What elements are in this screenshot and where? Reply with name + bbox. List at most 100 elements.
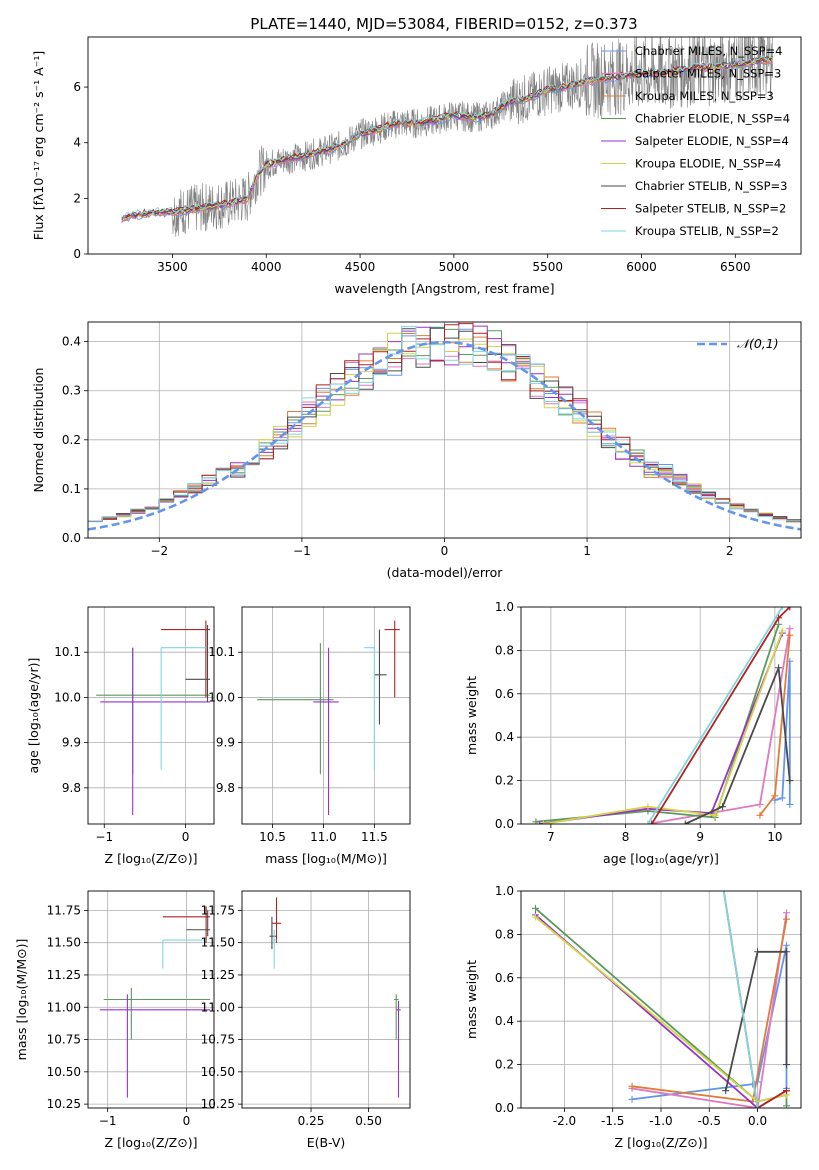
y-tick-label: 10.0 — [54, 690, 81, 704]
x-tick-label: 0.50 — [355, 1114, 382, 1128]
y-tick-label: 0 — [73, 247, 81, 261]
y-tick-label: 0.0 — [495, 817, 514, 831]
legend-entry: Kroupa ELODIE, N_SSP=4 — [635, 157, 781, 171]
mass-weight-point — [648, 820, 656, 824]
y-tick-label: 0.2 — [62, 433, 81, 447]
axes-frame — [241, 890, 411, 1109]
y-tick-label: 11.00 — [201, 1000, 235, 1014]
x-axis-label: Z [log₁₀(Z/Z⊙)] — [615, 1135, 708, 1150]
legend-entry: Kroupa STELIB, N_SSP=2 — [635, 224, 779, 238]
y-tick-label: 10.75 — [47, 1033, 81, 1047]
y-tick-label: 10.0 — [208, 690, 235, 704]
x-axis-label: age [log₁₀(age/yr)] — [603, 851, 719, 866]
x-tick-label: −2 — [150, 544, 168, 558]
panel-spectrum: 3500 4000 4500 5000 5500 6000 6500 0 2 4 6 waveleng… — [31, 36, 802, 296]
mass-weight-point — [771, 792, 779, 800]
x-tick-label: -0.5 — [698, 1114, 721, 1128]
panel-mass_vs_EBV: 0.25 0.50 10.25 10.50 10.75 11.00 11.25 11.50 11… — [201, 890, 411, 1150]
mass-weight-point — [531, 913, 539, 921]
figure-title: PLATE=1440, MJD=53084, FIBERID=0152, z=0… — [250, 15, 637, 33]
y-axis-label: Normed distribution — [31, 368, 46, 493]
x-tick-label: 7 — [547, 830, 555, 844]
y-tick-label: 10.1 — [208, 645, 235, 659]
y-tick-label: 0.8 — [495, 927, 514, 941]
mass-weight-point — [786, 800, 794, 808]
y-tick-label: 0.6 — [495, 687, 514, 701]
mass-weight-point — [720, 891, 728, 895]
x-axis-label: wavelength [Angstrom, rest frame] — [334, 281, 554, 296]
axes-frame — [87, 606, 215, 825]
y-tick-label: 11.25 — [201, 968, 235, 982]
mass-weight-point — [628, 1095, 636, 1103]
mass-weight-series — [684, 667, 791, 824]
y-tick-label: 4 — [73, 136, 81, 150]
y-tick-label: 11.75 — [201, 903, 235, 917]
y-tick-label: 9.9 — [62, 736, 81, 750]
normal-curve — [88, 340, 801, 531]
axes-frame — [87, 890, 215, 1109]
mass-weight-point — [775, 664, 783, 672]
mass-weight-point — [783, 948, 791, 956]
x-tick-label: 0 — [183, 1114, 191, 1128]
mass-weight-point — [754, 1104, 762, 1108]
x-tick-label: -1.0 — [649, 1114, 672, 1128]
x-tick-label: 6500 — [720, 260, 751, 274]
x-tick-label: 0.0 — [748, 1114, 767, 1128]
y-tick-label: 0.1 — [62, 482, 81, 496]
mass-weight-point — [786, 607, 794, 611]
y-tick-label: 11.50 — [47, 936, 81, 950]
mass-weight-point — [783, 1102, 791, 1108]
mass-weight-point — [783, 1061, 791, 1069]
y-tick-label: 10.1 — [54, 645, 81, 659]
legend-entry: Chabrier ELODIE, N_SSP=4 — [635, 112, 790, 126]
y-tick-label: 0.4 — [62, 335, 81, 349]
x-tick-label: 4500 — [345, 260, 376, 274]
mass-weight-point — [756, 811, 764, 819]
y-tick-label: 11.75 — [47, 903, 81, 917]
x-tick-label: -1.5 — [601, 1114, 624, 1128]
panels: 3500 4000 4500 5000 5500 6000 6500 0 2 4 6 waveleng… — [14, 36, 802, 1150]
x-axis-label: E(B-V) — [307, 1135, 346, 1150]
legend-entry: Kroupa MILES, N_SSP=3 — [635, 89, 774, 103]
x-tick-label: 6000 — [626, 260, 657, 274]
x-tick-label: −1 — [99, 1114, 117, 1128]
x-tick-label: 1 — [583, 544, 591, 558]
residual-histogram — [88, 325, 801, 522]
legend-entry: Salpeter MILES, N_SSP=3 — [635, 67, 781, 81]
mass-weight-point — [783, 1087, 791, 1095]
mass-weight-point — [722, 1087, 730, 1095]
mass-weight-point — [783, 909, 791, 917]
mass-weight-point — [775, 620, 783, 628]
legend-entry: Salpeter STELIB, N_SSP=2 — [635, 202, 786, 216]
y-tick-label: 0.3 — [62, 384, 81, 398]
x-axis-label: (data-model)/error — [387, 565, 504, 580]
x-axis-label: Z [log₁₀(Z/Z⊙)] — [105, 851, 198, 866]
mass-weight-point — [786, 631, 794, 639]
axes-frame — [520, 606, 802, 825]
y-tick-label: 0.0 — [62, 531, 81, 545]
y-axis-label: mass weight — [464, 676, 479, 755]
y-tick-label: 0.0 — [495, 1101, 514, 1115]
legend-entry: Salpeter ELODIE, N_SSP=4 — [635, 134, 789, 148]
x-tick-label: -2.0 — [553, 1114, 576, 1128]
legend-entry: 𝒩(0,1) — [737, 336, 779, 351]
y-tick-label: 0.4 — [495, 730, 514, 744]
x-axis-label: mass [log₁₀(M/M⊙)] — [265, 851, 387, 866]
panel-mass_vs_Z: −1 0 10.25 10.50 10.75 11.00 11.25 11.50 11.75 Z … — [14, 890, 215, 1150]
x-tick-label: 9 — [696, 830, 704, 844]
x-tick-label: 10 — [767, 830, 782, 844]
mass-weight-point — [536, 820, 544, 824]
x-tick-label: −1 — [95, 830, 113, 844]
mass-weight-point — [778, 607, 786, 611]
legend-entry: Chabrier STELIB, N_SSP=3 — [635, 179, 787, 193]
axes-frame — [520, 890, 802, 1109]
mass-weight-point — [783, 915, 791, 923]
model-spectrum-line — [121, 55, 773, 218]
mass-weight-series — [774, 661, 791, 805]
x-tick-label: 0 — [441, 544, 449, 558]
y-tick-label: 10.75 — [201, 1033, 235, 1047]
panel-weight_vs_age: 7 8 9 10 0.0 0.2 0.4 0.6 0.8 1.0 age [log₁₀(age/yr… — [464, 600, 802, 866]
mass-weight-point — [778, 627, 786, 635]
x-tick-label: 0.25 — [298, 1114, 325, 1128]
